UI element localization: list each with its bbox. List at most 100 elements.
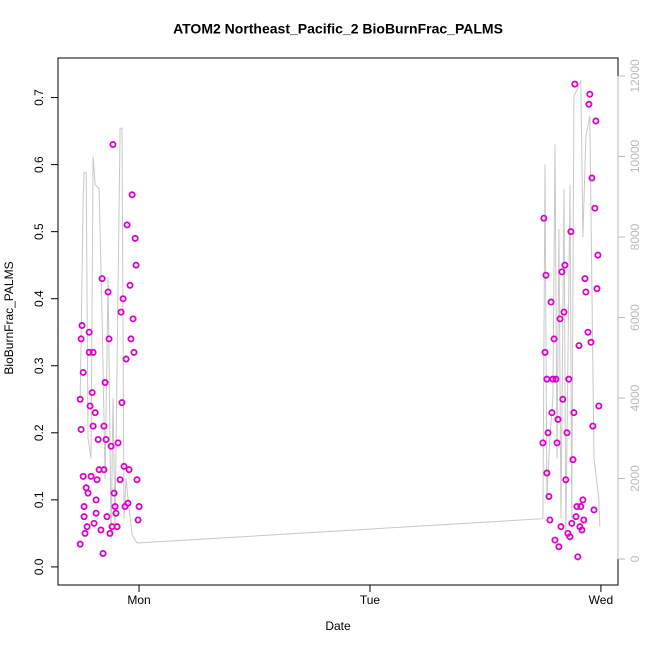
scatter-point — [89, 348, 97, 356]
scatter-point — [85, 348, 93, 356]
y2-tick-label: 6000 — [628, 304, 642, 331]
scatter-point — [77, 335, 85, 343]
scatter-point — [100, 422, 108, 430]
scatter-point — [588, 174, 596, 182]
scatter-point — [101, 379, 109, 387]
scatter-point — [545, 492, 553, 500]
scatter-point — [553, 439, 561, 447]
scatter-point — [112, 509, 120, 517]
scatter-point — [93, 476, 101, 484]
scatter-point — [84, 489, 92, 497]
scatter-point — [589, 422, 597, 430]
x-tick-label: Wed — [589, 593, 613, 607]
scatter-point — [80, 513, 88, 521]
scatter-point — [128, 191, 136, 199]
scatter-point — [104, 288, 112, 296]
scatter-point — [581, 275, 589, 283]
scatter-point — [119, 295, 127, 303]
scatter-point — [125, 466, 133, 474]
scatter-point — [555, 543, 563, 551]
scatter-point — [578, 526, 586, 534]
scatter-point — [562, 476, 570, 484]
scatter-point — [543, 375, 551, 383]
scatter-point — [122, 355, 130, 363]
y-tick-label: 0.7 — [32, 89, 46, 106]
scatter-point — [554, 415, 562, 423]
scatter-point — [584, 328, 592, 336]
scatter-point — [94, 436, 102, 444]
y-tick-label: 0.6 — [32, 156, 46, 173]
y-tick-label: 0.4 — [32, 290, 46, 307]
series-line — [79, 79, 601, 544]
y-tick-label: 0.5 — [32, 223, 46, 240]
scatter-point — [547, 298, 555, 306]
scatter-point — [85, 328, 93, 336]
scatter-point — [575, 342, 583, 350]
scatter-point — [110, 489, 118, 497]
scatter-point — [577, 503, 585, 511]
scatter-point — [133, 476, 141, 484]
scatter-point — [572, 513, 580, 521]
scatter-point — [117, 308, 125, 316]
scatter-point — [551, 536, 559, 544]
scatter-point — [557, 523, 565, 531]
scatter-point — [126, 281, 134, 289]
scatter-point — [544, 429, 552, 437]
scatter-point — [77, 425, 85, 433]
chart-title: ATOM2 Northeast_Pacific_2 BioBurnFrac_PA… — [173, 21, 503, 37]
scatter-point — [106, 529, 114, 537]
scatter-point — [543, 469, 551, 477]
scatter-point — [568, 519, 576, 527]
scatter-point — [80, 503, 88, 511]
scatter-point — [124, 499, 132, 507]
scatter-point — [561, 261, 569, 269]
scatter-point — [83, 523, 91, 531]
scatter-point — [102, 436, 110, 444]
scatter-point — [99, 549, 107, 557]
scatter-point — [100, 466, 108, 474]
scatter-point — [127, 335, 135, 343]
scatter-point — [79, 368, 87, 376]
scatter-point — [97, 526, 105, 534]
scatter-point — [76, 395, 84, 403]
scatter-point — [552, 375, 560, 383]
scatter-point — [574, 553, 582, 561]
scatter-point — [86, 402, 94, 410]
scatter-point — [566, 533, 574, 541]
scatter-point — [81, 529, 89, 537]
scatter-point — [91, 409, 99, 417]
x-axis-label: Date — [325, 619, 351, 633]
scatter-point — [88, 389, 96, 397]
scatter-point — [565, 375, 573, 383]
scatter-point — [129, 315, 137, 323]
y-tick-label: 0.3 — [32, 357, 46, 374]
scatter-point — [550, 335, 558, 343]
scatter-point — [79, 472, 87, 480]
scatter-point — [590, 506, 598, 514]
scatter-point — [111, 503, 119, 511]
scatter-point — [580, 516, 588, 524]
scatter-point — [579, 496, 587, 504]
y-tick-label: 0.2 — [32, 424, 46, 441]
scatter-point — [134, 516, 142, 524]
scatter-point — [92, 496, 100, 504]
scatter-point — [559, 395, 567, 403]
scatter-point — [539, 439, 547, 447]
y2-tick-label: 4000 — [628, 384, 642, 411]
x-tick-label: Mon — [127, 593, 150, 607]
scatter-point — [87, 472, 95, 480]
scatter-point — [132, 261, 140, 269]
scatter-point — [558, 268, 566, 276]
scatter-point — [98, 275, 106, 283]
scatter-point — [540, 214, 548, 222]
scatter-point — [549, 375, 557, 383]
scatter-point — [76, 540, 84, 548]
y2-tick-label: 12000 — [628, 59, 642, 93]
y-tick-label: 0.0 — [32, 558, 46, 575]
scatter-point — [135, 503, 143, 511]
scatter-point — [131, 234, 139, 242]
scatter-point — [542, 271, 550, 279]
scatter-point — [560, 308, 568, 316]
scatter-point — [586, 90, 594, 98]
